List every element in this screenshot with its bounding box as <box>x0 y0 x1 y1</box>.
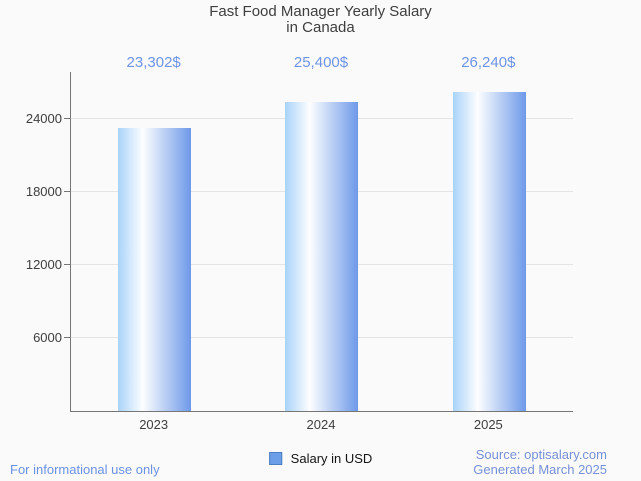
plot-area: 24000 18000 12000 6000 <box>26 72 573 412</box>
y-axis-label-24000: 24000 <box>25 111 62 127</box>
bars-container <box>71 72 573 411</box>
y-axis-label-18000: 18000 <box>25 184 62 200</box>
y-axis-tick-icon <box>64 118 71 120</box>
chart-title-line2: in Canada <box>286 19 355 36</box>
x-axis-label-2023: 2023 <box>139 417 169 432</box>
generated-text: Generated March 2025 <box>473 462 607 477</box>
legend-swatch-icon <box>268 452 282 465</box>
value-label-2023: 23,302$ <box>126 54 181 71</box>
bar-2025 <box>452 91 526 411</box>
chart-title: Fast Food Manager Yearly Salary in Canad… <box>0 4 641 36</box>
y-axis-label-6000: 6000 <box>33 330 62 346</box>
y-axis-tick-icon <box>64 264 71 266</box>
x-axis-label-2024: 2024 <box>306 417 336 432</box>
legend-label: Salary in USD <box>290 451 373 466</box>
legend: Salary in USD <box>268 451 373 466</box>
bar-2023 <box>118 127 192 411</box>
chart-title-line1: Fast Food Manager Yearly Salary <box>209 3 432 20</box>
x-axis-label-2025: 2025 <box>473 417 503 432</box>
source-block: Source: optisalary.com Generated March 2… <box>473 447 607 477</box>
y-axis-tick-icon <box>64 191 71 193</box>
y-axis-label-12000: 12000 <box>25 257 62 273</box>
value-label-row: 23,302$ 25,400$ 26,240$ <box>70 54 572 71</box>
value-label-2024: 25,400$ <box>293 54 349 71</box>
disclaimer-text: For informational use only <box>10 462 160 477</box>
value-label-2025: 26,240$ <box>461 54 516 71</box>
x-axis-labels: 2023 2024 2025 <box>70 417 572 432</box>
source-text: Source: optisalary.com <box>475 447 607 462</box>
y-axis-tick-icon <box>64 337 71 339</box>
bar-2024 <box>285 102 359 411</box>
